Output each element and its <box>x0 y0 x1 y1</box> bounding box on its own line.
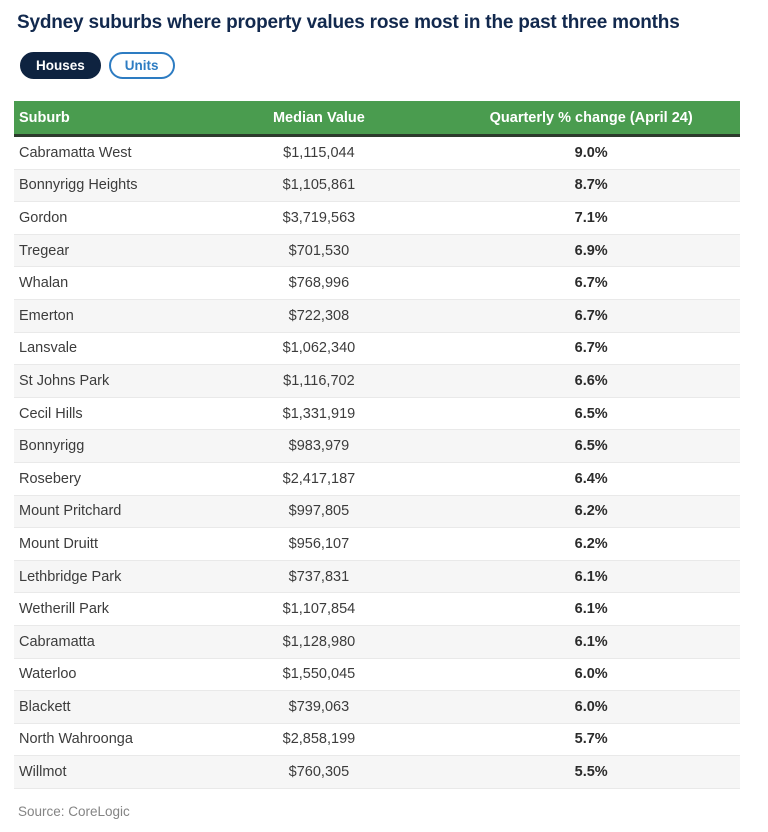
table-row: Blackett $739,063 6.0% <box>14 691 740 724</box>
quarterly-change-cell: 6.9% <box>574 242 608 259</box>
suburb-cell: Bonnyrigg <box>19 438 85 455</box>
quarterly-change-cell: 5.5% <box>574 764 608 781</box>
quarterly-change-cell: 6.0% <box>574 698 608 715</box>
median-value-cell: $1,107,854 <box>282 601 356 618</box>
property-table-widget: Sydney suburbs where property values ros… <box>0 12 768 832</box>
quarterly-change-cell: 6.7% <box>574 275 608 292</box>
quarterly-change-cell: 6.1% <box>574 601 608 618</box>
median-value-cell: $956,107 <box>288 535 350 552</box>
median-value-cell: $701,530 <box>288 242 350 259</box>
table-row: Wetherill Park $1,107,854 6.1% <box>14 593 740 626</box>
quarterly-change-cell: 9.0% <box>574 144 608 161</box>
suburb-cell: Wetherill Park <box>19 601 109 618</box>
median-value-cell: $768,996 <box>288 275 350 292</box>
quarterly-change-cell: 7.1% <box>574 209 608 226</box>
suburb-cell: Cabramatta <box>19 633 95 650</box>
median-value-cell: $1,331,919 <box>282 405 356 422</box>
table-row: Gordon $3,719,563 7.1% <box>14 202 740 235</box>
median-value-cell: $760,305 <box>288 764 350 781</box>
suburb-cell: Tregear <box>19 242 70 259</box>
table-row: Lansvale $1,062,340 6.7% <box>14 332 740 366</box>
property-type-toggle: Houses Units <box>20 52 768 79</box>
median-value-cell: $1,116,702 <box>283 372 355 389</box>
table-row: Cabramatta $1,128,980 6.1% <box>14 625 740 659</box>
quarterly-change-cell: 6.1% <box>574 633 608 650</box>
table-row: Mount Pritchard $997,805 6.2% <box>14 495 740 529</box>
table-row: Bonnyrigg $983,979 6.5% <box>14 430 740 463</box>
suburb-cell: Gordon <box>19 209 68 226</box>
suburb-cell: Emerton <box>19 307 74 324</box>
median-value-cell: $737,831 <box>288 568 350 585</box>
quarterly-change-cell: 8.7% <box>574 177 608 194</box>
suburb-cell: Rosebery <box>19 470 82 487</box>
median-value-cell: $1,062,340 <box>282 340 356 357</box>
quarterly-change-cell: 6.7% <box>574 307 608 324</box>
quarterly-change-cell: 6.6% <box>574 372 608 389</box>
table-row: Rosebery $2,417,187 6.4% <box>14 462 740 496</box>
median-value-cell: $2,417,187 <box>282 470 356 487</box>
median-value-cell: $739,063 <box>288 698 350 715</box>
column-header-quarterly-change: Quarterly % change (April 24) <box>489 109 693 126</box>
units-toggle-button[interactable]: Units <box>108 52 175 79</box>
table-row: Mount Druitt $956,107 6.2% <box>14 528 740 561</box>
page-title: Sydney suburbs where property values ros… <box>17 12 680 33</box>
suburb-cell: Lansvale <box>19 340 78 357</box>
suburbs-table: Suburb Median Value Quarterly % change (… <box>14 101 740 789</box>
median-value-cell: $722,308 <box>288 307 350 324</box>
median-value-cell: $3,719,563 <box>282 209 356 226</box>
suburb-cell: Lethbridge Park <box>19 568 122 585</box>
suburb-cell: Willmot <box>19 764 67 781</box>
median-value-cell: $1,105,861 <box>282 177 356 194</box>
table-row: Whalan $768,996 6.7% <box>14 267 740 300</box>
median-value-cell: $983,979 <box>288 438 350 455</box>
median-value-cell: $1,115,044 <box>283 144 355 161</box>
suburb-cell: Cabramatta West <box>19 144 132 161</box>
suburb-cell: Bonnyrigg Heights <box>19 177 138 194</box>
suburb-cell: Blackett <box>19 698 71 715</box>
table-row: Willmot $760,305 5.5% <box>14 756 740 789</box>
suburb-cell: St Johns Park <box>19 372 110 389</box>
quarterly-change-cell: 6.7% <box>574 340 608 357</box>
suburb-cell: Waterloo <box>19 666 77 683</box>
quarterly-change-cell: 6.2% <box>574 535 608 552</box>
quarterly-change-cell: 6.4% <box>574 470 608 487</box>
table-header-row: Suburb Median Value Quarterly % change (… <box>14 101 740 137</box>
suburb-cell: Mount Druitt <box>19 535 98 552</box>
suburb-cell: Mount Pritchard <box>19 503 122 520</box>
table-body: Cabramatta West $1,115,044 9.0% Bonnyrig… <box>14 137 740 789</box>
column-header-median-value: Median Value <box>272 109 365 126</box>
source-attribution: Source: CoreLogic <box>18 803 130 819</box>
quarterly-change-cell: 6.5% <box>574 438 608 455</box>
houses-toggle-button[interactable]: Houses <box>20 52 101 79</box>
suburb-cell: Whalan <box>19 275 69 292</box>
quarterly-change-cell: 6.0% <box>574 666 608 683</box>
median-value-cell: $1,128,980 <box>282 633 356 650</box>
table-row: Tregear $701,530 6.9% <box>14 234 740 268</box>
table-row: Emerton $722,308 6.7% <box>14 299 740 333</box>
quarterly-change-cell: 5.7% <box>574 731 608 748</box>
suburb-cell: North Wahroonga <box>19 731 133 748</box>
table-row: St Johns Park $1,116,702 6.6% <box>14 365 740 398</box>
table-row: Waterloo $1,550,045 6.0% <box>14 658 740 692</box>
table-row: Cabramatta West $1,115,044 9.0% <box>14 137 740 170</box>
median-value-cell: $2,858,199 <box>282 731 356 748</box>
table-row: North Wahroonga $2,858,199 5.7% <box>14 723 740 757</box>
quarterly-change-cell: 6.2% <box>574 503 608 520</box>
quarterly-change-cell: 6.1% <box>574 568 608 585</box>
table-row: Bonnyrigg Heights $1,105,861 8.7% <box>14 169 740 203</box>
median-value-cell: $1,550,045 <box>282 666 356 683</box>
quarterly-change-cell: 6.5% <box>574 405 608 422</box>
suburb-cell: Cecil Hills <box>19 405 83 422</box>
table-row: Lethbridge Park $737,831 6.1% <box>14 560 740 594</box>
median-value-cell: $997,805 <box>288 503 350 520</box>
table-row: Cecil Hills $1,331,919 6.5% <box>14 397 740 431</box>
column-header-suburb: Suburb <box>19 109 70 126</box>
